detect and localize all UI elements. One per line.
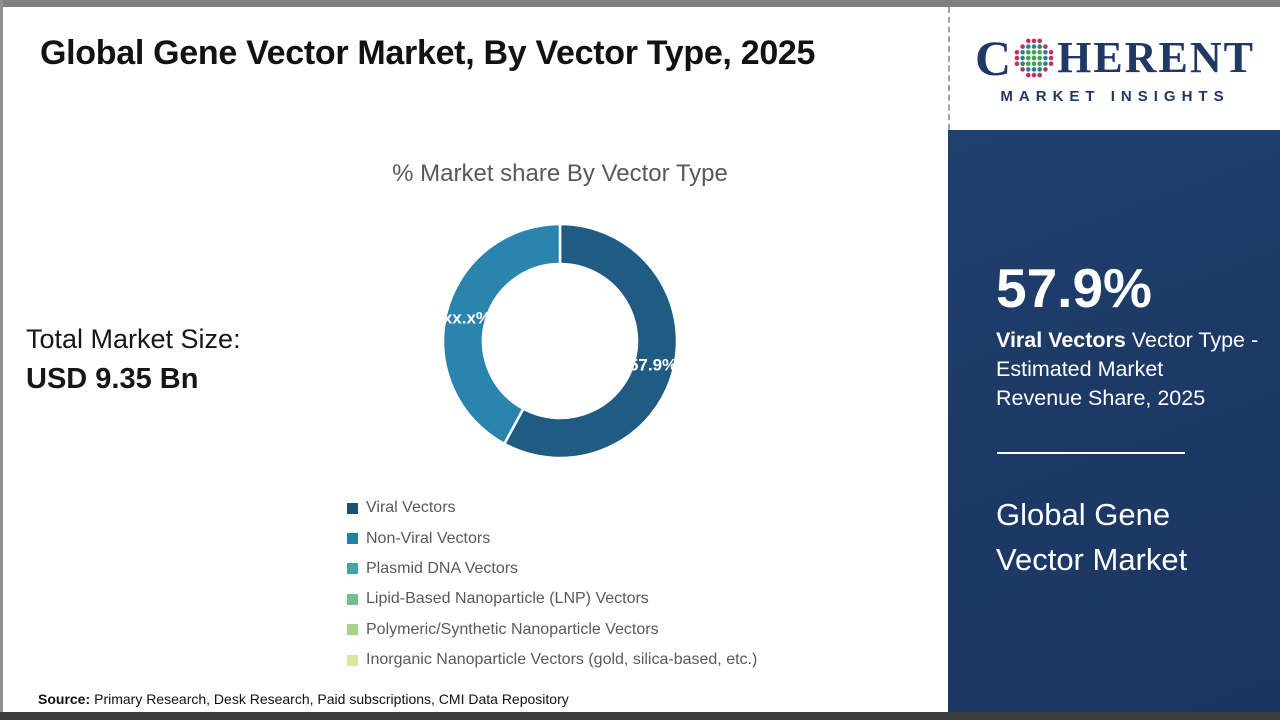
legend-swatch-icon <box>347 593 358 605</box>
legend-label: Plasmid DNA Vectors <box>366 559 519 577</box>
stat-desc-line1-rest: Vector Type - <box>1125 328 1259 352</box>
brand-wordmark: C HERENT <box>975 33 1255 83</box>
highlight-stat-value: 57.9% <box>996 257 1152 319</box>
donut-chart: 57.9% xx.x% <box>441 222 679 460</box>
donut-slice-label: 57.9% <box>629 356 677 375</box>
total-market-size-label: Total Market Size: <box>26 324 241 354</box>
donut-slice <box>502 222 679 460</box>
legend-swatch-icon <box>347 654 358 666</box>
highlight-stat-description: Viral Vectors Vector Type - Estimated Ma… <box>996 326 1271 413</box>
legend-item: Inorganic Nanoparticle Vectors (gold, si… <box>347 645 757 675</box>
legend-swatch-icon <box>347 502 358 514</box>
page-title: Global Gene Vector Market, By Vector Typ… <box>40 34 816 72</box>
source-label: Source: <box>38 691 91 707</box>
sidebar-panel: 57.9% Viral Vectors Vector Type - Estima… <box>948 130 1280 712</box>
frame-bottom-bar <box>0 712 1280 720</box>
right-sidebar: C HERENT MARKET INSIGHTS 57.9% Viral Vec… <box>948 0 1280 720</box>
legend-label: Lipid-Based Nanoparticle (LNP) Vectors <box>366 590 649 608</box>
stat-desc-line3: Revenue Share, 2025 <box>996 386 1206 410</box>
legend-item: Lipid-Based Nanoparticle (LNP) Vectors <box>347 584 757 614</box>
stat-desc-line1: Viral Vectors Vector Type - <box>996 326 1271 355</box>
frame-left-bar <box>0 0 3 720</box>
legend-label: Polymeric/Synthetic Nanoparticle Vectors <box>366 620 659 638</box>
legend-item: Plasmid DNA Vectors <box>347 554 757 584</box>
legend-label: Non-Viral Vectors <box>366 529 491 547</box>
donut-slice <box>441 222 562 446</box>
stat-desc-segment-name: Viral Vectors <box>996 328 1126 352</box>
globe-dots-icon <box>1014 38 1054 77</box>
chart-legend: Viral Vectors Non-Viral Vectors Plasmid … <box>347 493 757 675</box>
donut-slice-label: xx.x% <box>443 308 491 327</box>
source-line: Source: Primary Research, Desk Research, … <box>38 691 569 707</box>
legend-label: Inorganic Nanoparticle Vectors (gold, si… <box>366 651 758 669</box>
market-name: Global Gene Vector Market <box>996 497 1188 577</box>
legend-item: Viral Vectors <box>347 493 757 523</box>
legend-swatch-icon <box>347 624 358 636</box>
chart-title: % Market share By Vector Type <box>392 160 728 187</box>
frame-top-bar <box>0 0 1280 7</box>
total-market-size-value: USD 9.35 Bn <box>26 363 199 395</box>
brand-subtitle: MARKET INSIGHTS <box>1000 87 1230 105</box>
legend-item: Polymeric/Synthetic Nanoparticle Vectors <box>347 615 757 645</box>
source-text: Primary Research, Desk Research, Paid su… <box>94 691 569 707</box>
legend-swatch-icon <box>347 563 358 575</box>
stat-desc-line2: Estimated Market <box>996 357 1164 381</box>
brand-letters-rest: HERENT <box>1057 32 1255 82</box>
brand-logo: C HERENT MARKET INSIGHTS <box>948 7 1280 130</box>
brand-letter-c: C <box>975 29 1012 86</box>
sidebar-divider <box>997 452 1185 454</box>
legend-item: Non-Viral Vectors <box>347 523 757 553</box>
legend-swatch-icon <box>347 533 358 545</box>
legend-label: Viral Vectors <box>366 499 456 517</box>
total-market-size: Total Market Size: USD 9.35 Bn <box>26 324 241 396</box>
